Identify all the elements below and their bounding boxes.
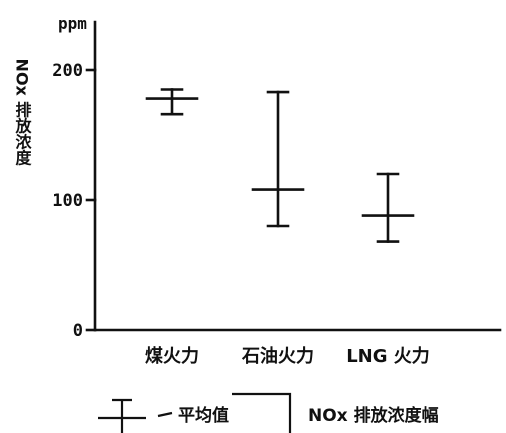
y-axis-title: NOx 排放浓度 [13,59,33,167]
category-label: LNG 火力 [346,346,430,367]
error-bar [251,90,305,228]
category-label-group: 煤火力 石油火力 LNG 火力 [145,345,430,367]
chart-axes [93,20,502,332]
legend-mean-label: 平均值 [178,405,229,426]
category-label: 石油火力 [241,345,314,367]
category-label: 煤火力 [145,345,199,367]
legend-range-label: NOx 排放浓度幅 [308,405,439,426]
y-axis-unit: ppm [58,14,87,33]
legend-errorbar-symbol [98,398,146,433]
error-bar-group [145,88,415,243]
error-bar [361,172,415,243]
legend-range-bracket [232,392,292,433]
y-tick-group: 0 100 200 [52,61,97,341]
y-tick-label: 100 [52,191,83,211]
legend: 平均值 NOx 排放浓度幅 [98,392,439,433]
y-tick-label: 200 [52,61,83,81]
error-bar [145,88,199,116]
y-tick-label: 0 [73,321,83,341]
legend-mean-pointer [157,411,173,418]
